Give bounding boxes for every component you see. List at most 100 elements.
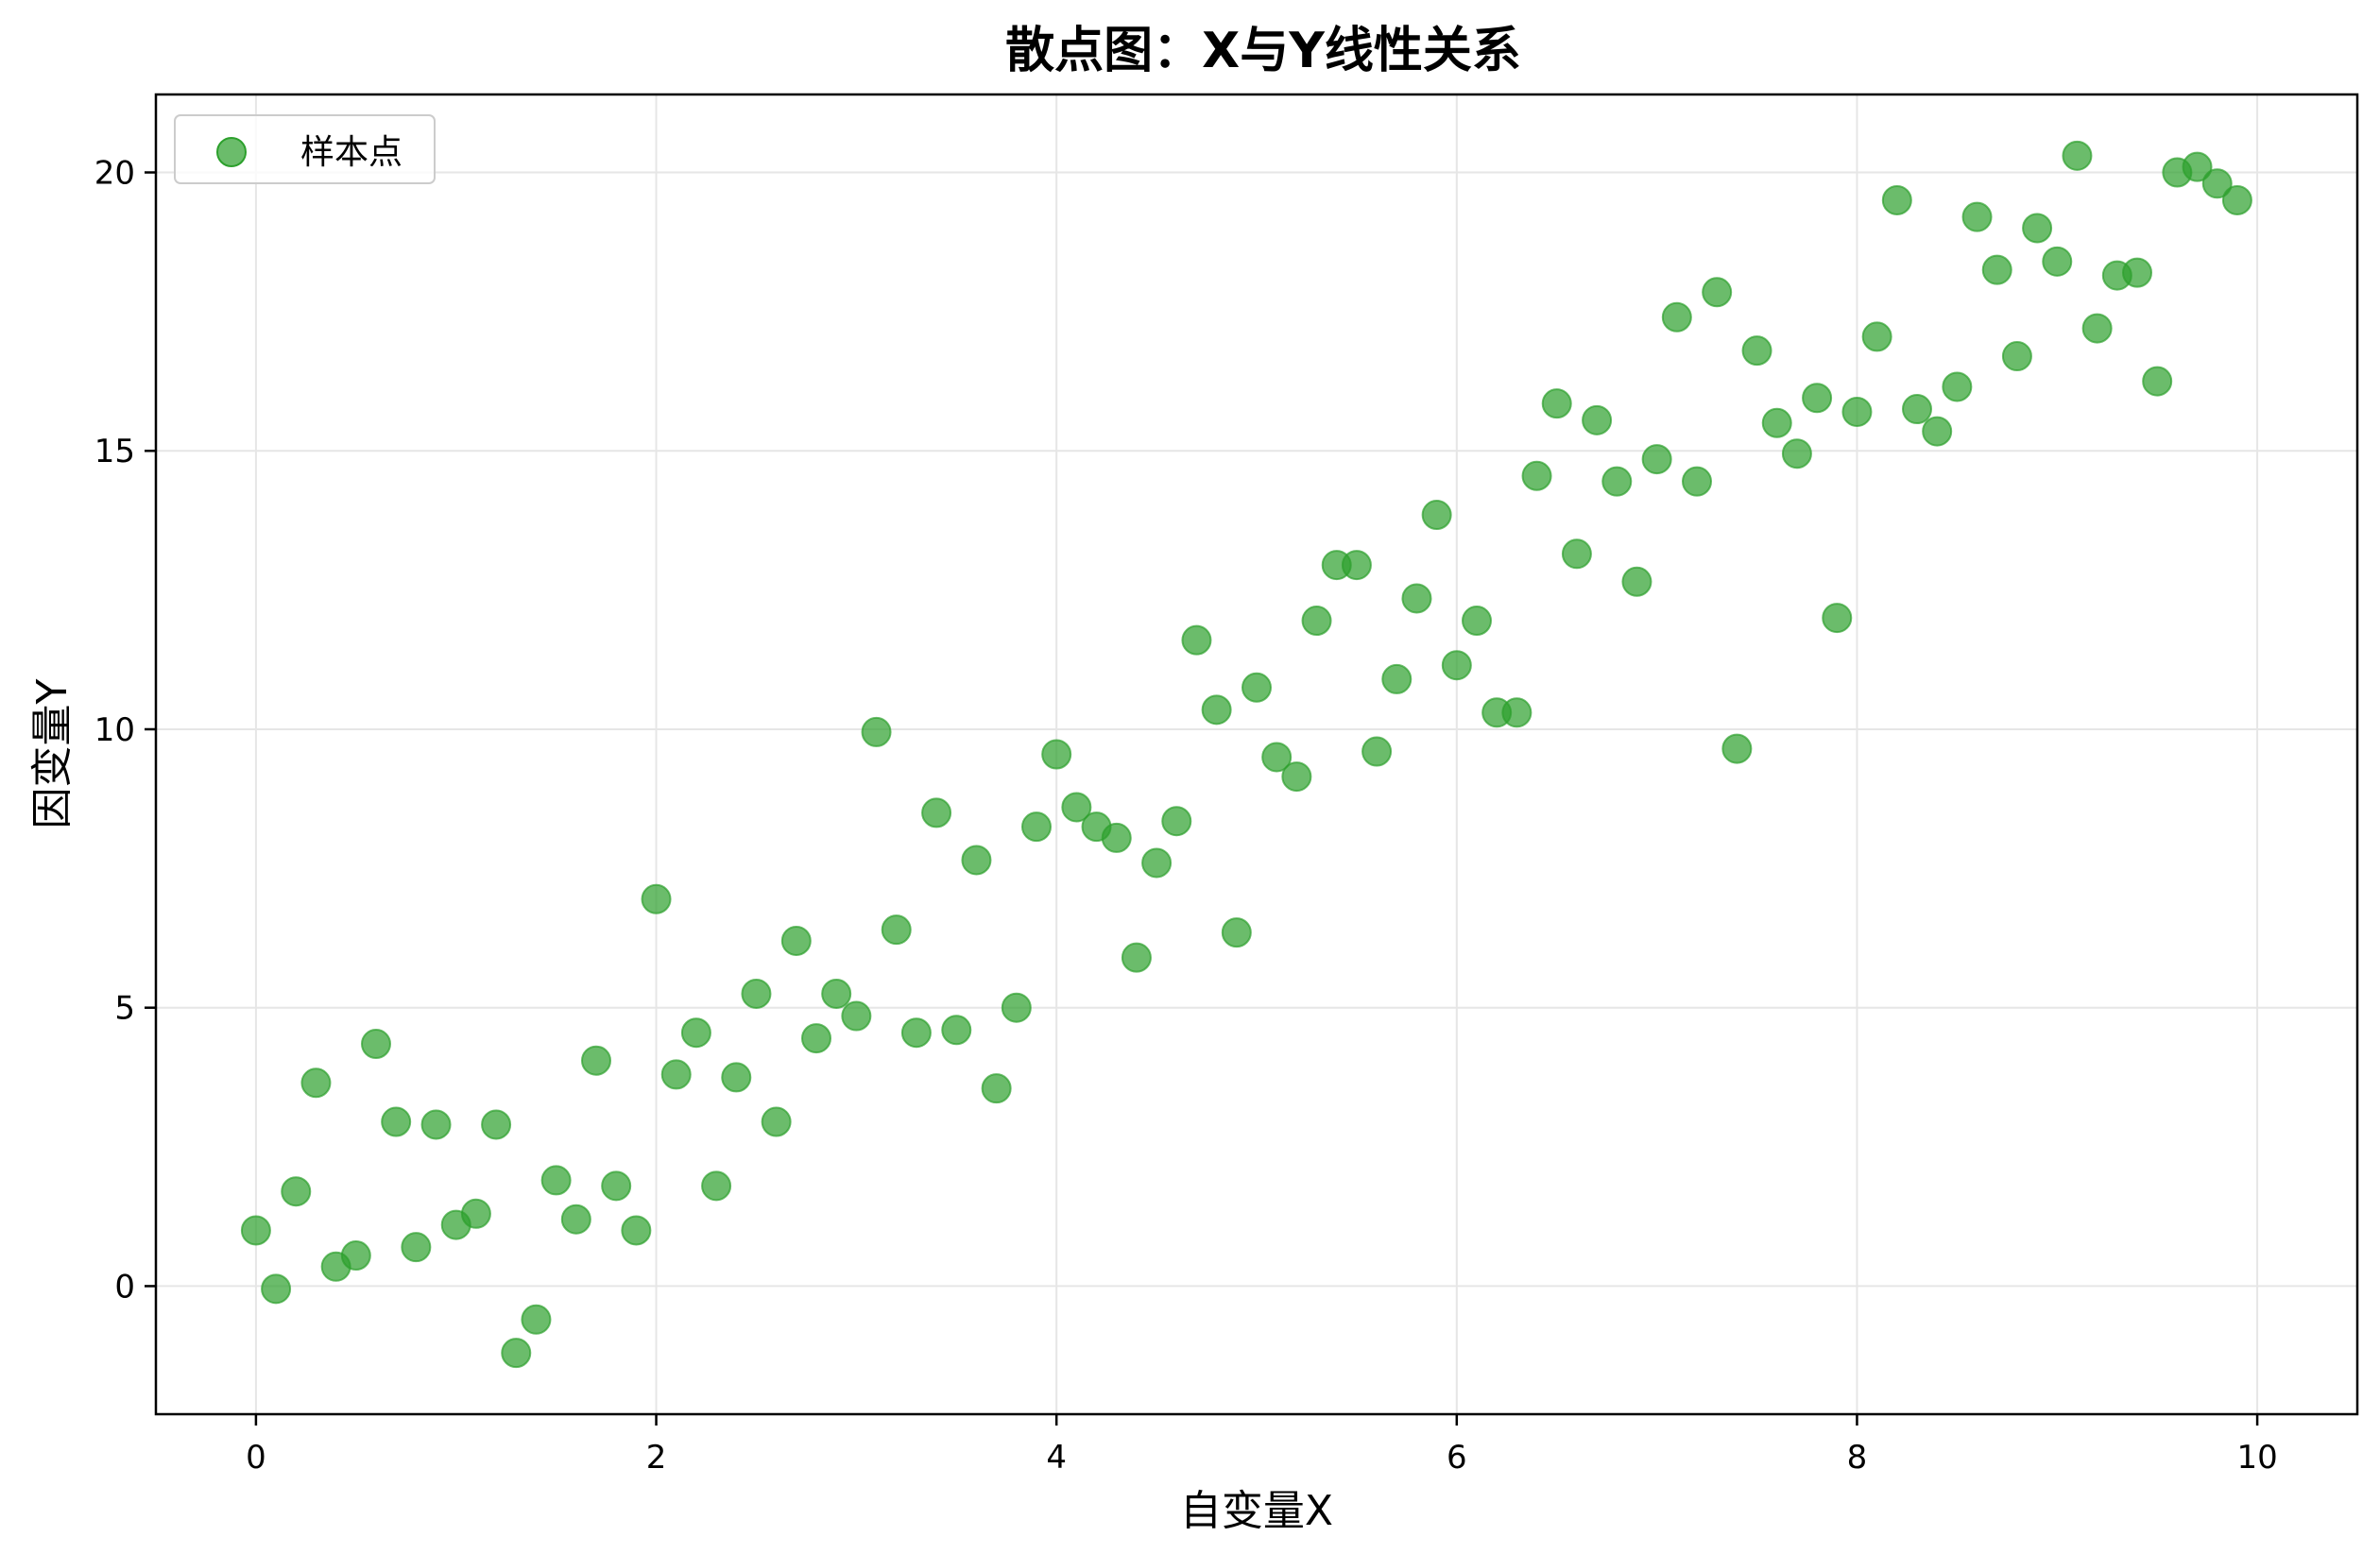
data-point — [701, 1170, 732, 1202]
data-point — [1981, 254, 2012, 285]
data-point — [981, 1073, 1012, 1104]
data-point — [1961, 201, 1993, 232]
data-point — [401, 1232, 432, 1263]
data-point — [261, 1273, 292, 1305]
data-point — [921, 797, 952, 828]
data-point — [1741, 335, 1772, 367]
y-axis-label: 因变量Y — [28, 678, 77, 828]
data-point — [1441, 650, 1472, 681]
data-point — [1761, 407, 1792, 438]
data-point — [240, 1215, 271, 1246]
data-point — [1601, 466, 1633, 497]
data-point — [861, 716, 892, 747]
chart-title: 散点图：X与Y线性关系 — [1005, 23, 1521, 79]
data-point — [961, 845, 992, 876]
data-point — [381, 1106, 412, 1137]
x-tick-label: 0 — [246, 1439, 266, 1477]
data-point — [2062, 140, 2093, 171]
data-point — [340, 1240, 371, 1272]
data-point — [281, 1176, 312, 1207]
data-point — [660, 1059, 692, 1090]
y-tick-label: 20 — [94, 155, 135, 193]
data-point — [1201, 694, 1232, 726]
data-point — [560, 1204, 591, 1235]
data-point — [741, 978, 772, 1009]
y-tick-label: 15 — [94, 433, 135, 470]
x-tick-label: 8 — [1847, 1439, 1868, 1477]
data-point — [1341, 550, 1372, 581]
y-tick-label: 0 — [114, 1268, 135, 1306]
data-point — [1521, 460, 1552, 491]
legend-box — [174, 114, 436, 184]
data-point — [1641, 444, 1672, 475]
y-tick-label: 5 — [114, 990, 135, 1028]
x-axis-label: 自变量X — [1180, 1487, 1333, 1535]
data-point — [1281, 761, 1312, 793]
data-point — [1121, 942, 1152, 973]
data-point — [941, 1015, 972, 1046]
data-point — [481, 1109, 512, 1140]
data-point — [1462, 606, 1492, 637]
data-point — [1501, 697, 1532, 728]
data-point — [2142, 366, 2173, 397]
x-tick-label: 10 — [2236, 1439, 2277, 1477]
x-tick-label: 2 — [646, 1439, 667, 1477]
data-point — [1401, 583, 1432, 614]
data-point — [1582, 404, 1613, 435]
data-point — [1541, 388, 1572, 419]
data-point — [761, 1106, 792, 1137]
data-point — [1021, 811, 1052, 843]
data-point — [1361, 736, 1393, 767]
data-point — [2201, 168, 2233, 199]
data-point — [621, 1215, 652, 1246]
data-point — [460, 1198, 491, 1229]
data-point — [1682, 466, 1712, 497]
data-point — [2122, 257, 2152, 288]
data-point — [841, 1000, 872, 1032]
x-ticks: 0 2 4 6 8 10 — [246, 1414, 2278, 1477]
data-point — [2001, 341, 2032, 372]
data-point — [1181, 624, 1212, 656]
data-point — [1942, 371, 1973, 402]
data-point — [1781, 438, 1812, 470]
data-point — [581, 1045, 611, 1076]
data-point — [1561, 538, 1592, 570]
data-point — [801, 1023, 831, 1054]
data-point — [1861, 321, 1892, 352]
data-point — [1041, 739, 1072, 770]
y-tick-label: 10 — [94, 711, 135, 749]
data-point — [1421, 500, 1452, 531]
legend-label: 样本点 — [300, 133, 402, 172]
data-point — [300, 1067, 332, 1099]
data-point — [1661, 301, 1692, 333]
data-point — [780, 925, 812, 956]
data-point — [1381, 663, 1413, 694]
data-point — [420, 1109, 452, 1140]
data-point — [1161, 806, 1192, 837]
data-point — [1702, 277, 1733, 308]
data-point — [1841, 396, 1873, 427]
data-point — [1881, 184, 1912, 215]
data-point — [361, 1029, 391, 1060]
data-point — [1261, 742, 1293, 773]
data-point — [501, 1338, 532, 1369]
data-point — [721, 1062, 752, 1093]
data-point — [881, 914, 912, 946]
data-point — [1141, 847, 1173, 879]
data-point — [2182, 151, 2213, 182]
x-tick-label: 4 — [1046, 1439, 1067, 1477]
x-tick-label: 6 — [1447, 1439, 1467, 1477]
data-point — [2042, 246, 2073, 277]
data-point — [2221, 184, 2252, 215]
data-point — [1902, 394, 1932, 425]
data-point — [1301, 606, 1332, 637]
data-point — [1001, 992, 1032, 1023]
data-point — [1241, 672, 1272, 703]
data-point — [1721, 733, 1753, 764]
data-point — [2022, 213, 2053, 244]
plot-frame — [154, 93, 2359, 1416]
data-point — [1061, 792, 1092, 823]
data-point — [680, 1017, 711, 1049]
data-point — [540, 1165, 572, 1196]
